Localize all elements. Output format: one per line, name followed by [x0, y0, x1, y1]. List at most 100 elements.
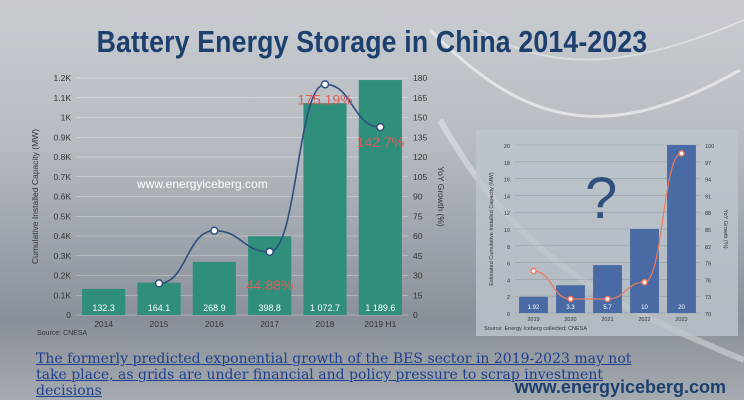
y-right-tick-label: 73: [705, 295, 711, 301]
yoy-point: [210, 226, 219, 235]
x-tick-label: 2017: [260, 319, 279, 329]
y-tick-label: 1.2K: [54, 73, 72, 83]
bar: [358, 80, 402, 315]
x-tick-label: 2019: [527, 317, 539, 323]
yoy-point: [530, 267, 537, 275]
x-tick-label: 2018: [316, 319, 335, 329]
yoy-point: [678, 150, 685, 157]
bar-value-label: 10: [641, 305, 648, 311]
bar-value-label: 1.92: [528, 305, 540, 311]
bar-value-label: 132.3: [92, 303, 115, 313]
y-right-tick-label: 90: [413, 192, 423, 202]
y-right-tick-label: 88: [705, 211, 711, 217]
bar: [192, 261, 236, 315]
x-tick-label: 2016: [205, 319, 224, 329]
y-right-tick-label: 97: [705, 161, 711, 167]
bar-value-label: 5.7: [603, 305, 612, 311]
y-right-tick-label: 82: [705, 245, 711, 251]
y-axis-title: Cumulative Installed Capacity (MW): [30, 129, 40, 264]
y-tick-label: 6: [507, 262, 510, 268]
y-right-tick-label: 180: [413, 73, 427, 83]
y-right-tick-label: 60: [413, 231, 423, 241]
x-tick-label: 2020: [564, 317, 576, 323]
y-tick-label: 0.7K: [54, 172, 72, 182]
bar-value-label: 268.9: [203, 303, 226, 313]
yoy-value-label: 44.88%: [246, 277, 293, 293]
y-tick-label: 8: [507, 245, 510, 251]
bar-value-label: 1 189.6: [365, 303, 395, 313]
y-tick-label: 12: [504, 211, 510, 217]
y-right-tick-label: 94: [705, 178, 711, 184]
x-tick-label: 2019 H1: [364, 319, 396, 329]
yoy-point: [265, 247, 274, 257]
y-right-tick-label: 76: [705, 278, 711, 284]
y-tick-label: 0.3K: [54, 251, 72, 261]
bar: [303, 103, 347, 315]
y-tick-label: 20: [504, 144, 510, 150]
yoy-line: [533, 152, 682, 300]
yoy-line: [158, 83, 381, 285]
main-source: Source: CNESA: [37, 330, 88, 337]
yoy-point: [320, 80, 330, 89]
yoy-point: [604, 295, 611, 303]
page-title: Battery Energy Storage in China 2014-202…: [96, 24, 648, 59]
y-tick-label: 0.1K: [54, 290, 72, 300]
y-right-tick-label: 150: [413, 113, 427, 123]
bar: [667, 145, 696, 313]
y-tick-label: 0.5K: [54, 211, 72, 221]
y-right-tick-label: 15: [413, 290, 423, 300]
y-right-tick-label: 100: [705, 144, 714, 150]
y-right-tick-label: 120: [413, 152, 427, 162]
yoy-point: [376, 122, 385, 132]
question-mark: ?: [585, 166, 618, 231]
y-tick-label: 4: [507, 278, 510, 284]
yoy-point: [567, 295, 574, 303]
bar-value-label: 164.1: [148, 303, 171, 313]
y-right-tick-label: 30: [413, 271, 423, 281]
y-tick-label: 14: [504, 194, 510, 200]
y-right-axis-title: YoY Growth (%): [722, 209, 728, 248]
y-right-tick-label: 91: [705, 194, 711, 200]
x-tick-label: 2022: [638, 317, 650, 323]
y-tick-label: 0.9K: [54, 132, 72, 142]
y-right-tick-label: 70: [705, 312, 711, 318]
x-tick-label: 2015: [150, 319, 169, 329]
footer-link[interactable]: The formerly predicted exponential growt…: [36, 351, 632, 399]
y-right-tick-label: 0: [413, 310, 418, 320]
y-tick-label: 0.8K: [54, 152, 72, 162]
y-tick-label: 0.6K: [54, 192, 72, 202]
y-tick-label: 0: [507, 312, 510, 318]
bar-value-label: 398.8: [258, 303, 281, 313]
bar-value-label: 1 072.7: [310, 303, 340, 313]
yoy-point: [154, 279, 164, 288]
bar-value-label: 3.3: [566, 305, 575, 311]
y-tick-label: 1.1K: [54, 93, 72, 103]
y-right-tick-label: 79: [705, 262, 711, 268]
footer-brand[interactable]: www.energyiceberg.com: [514, 377, 726, 397]
y-right-tick-label: 45: [413, 251, 423, 261]
bar: [137, 282, 181, 315]
y-tick-label: 18: [504, 161, 510, 167]
y-right-axis-title: YoY Growth (%): [436, 166, 446, 227]
yoy-value-label: 142.7%: [357, 134, 404, 150]
x-tick-label: 2023: [675, 317, 687, 323]
y-tick-label: 0: [66, 310, 71, 320]
y-tick-label: 2: [507, 295, 510, 301]
yoy-point: [641, 278, 648, 286]
y-right-tick-label: 135: [413, 132, 427, 142]
bar: [519, 296, 548, 313]
y-right-tick-label: 165: [413, 93, 427, 103]
y-tick-label: 0.4K: [54, 231, 72, 241]
watermark: www.energyiceberg.com: [137, 177, 268, 191]
y-tick-label: 0.2K: [54, 271, 72, 281]
x-tick-label: 2021: [601, 317, 613, 323]
y-tick-label: 10: [504, 228, 510, 234]
y-right-tick-label: 75: [413, 211, 423, 221]
y-right-tick-label: 105: [413, 172, 427, 182]
y-tick-label: 1K: [61, 113, 72, 123]
y-axis-title: Estimated Cumulative Installed Capacity …: [489, 172, 495, 286]
bar: [593, 265, 622, 313]
yoy-value-label: 175.19%: [297, 91, 352, 107]
